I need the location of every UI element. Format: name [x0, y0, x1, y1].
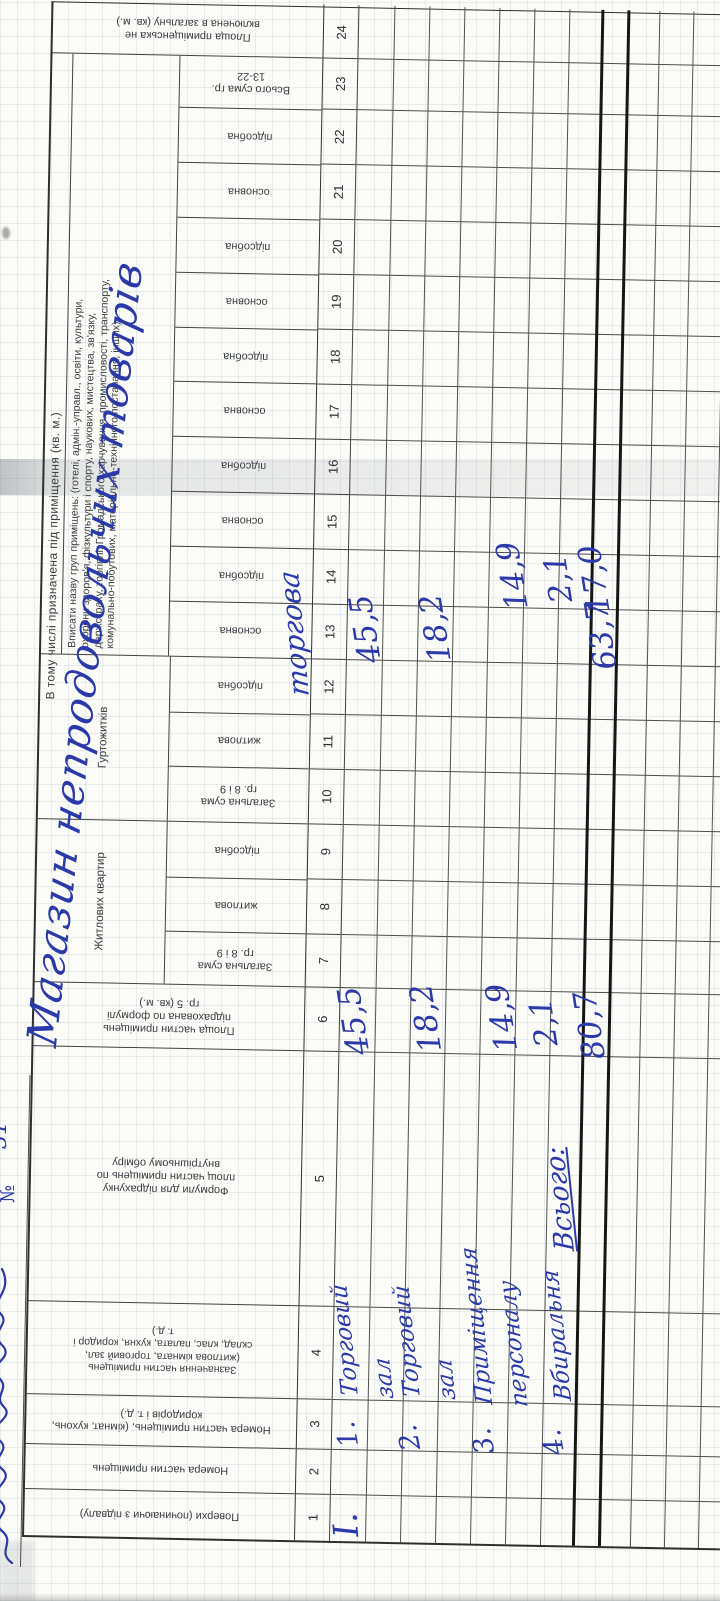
header-col19-caption: основна	[225, 294, 268, 308]
colnum-5: 5	[299, 1050, 339, 1306]
colnum-16: 16	[315, 438, 351, 495]
cut-off-handwriting-icon	[0, 1267, 14, 1565]
header-col9-caption: підсобна	[214, 844, 260, 858]
header-col4: Зазначення частин приміщень (житлова кім…	[26, 1300, 299, 1399]
entry-2-name: Торговий зал	[388, 1284, 461, 1401]
colnum-23: 23	[322, 57, 358, 110]
header-col18: підсобна	[174, 326, 318, 384]
header-col17: основна	[173, 381, 317, 439]
colnum-7: 7	[305, 933, 341, 987]
header-col9: підсобна	[167, 822, 308, 879]
header-col20: підсобна	[176, 216, 320, 275]
colnum-24: 24	[333, 24, 349, 40]
colnum-19: 19	[318, 273, 354, 330]
header-col2-caption: Номера частин приміщень	[92, 1461, 229, 1477]
header-col6-caption: Площа частин приміщень підрахована по фо…	[102, 997, 235, 1037]
handwritten-floor: І.	[325, 1511, 368, 1539]
colnum-8: 8	[306, 878, 342, 935]
header-col15-caption: основна	[221, 514, 264, 528]
header-col1: Поверхи (починаючи з підвалу)	[24, 1488, 295, 1541]
colnum-11: 11	[309, 713, 345, 770]
header-col24: Площа приміщенська не включена в загальн…	[53, 1, 324, 57]
header-col4-caption: Зазначення частин приміщень (житлова кім…	[73, 1325, 253, 1376]
table-body: І. 1. Торговий зал 45,5 45,5 2. Торговий…	[325, 5, 720, 1549]
colnum-20: 20	[319, 218, 355, 275]
header-col21: основна	[177, 161, 321, 220]
margin-number-value: 31	[0, 1121, 12, 1149]
header-col7-caption: Загальна сума гр. 8 і 9	[197, 946, 273, 973]
colnum-13: 13	[311, 603, 347, 660]
header-col6: Площа частин приміщень підрахована по фо…	[33, 981, 305, 1051]
scan-dot	[2, 227, 10, 239]
header-col16: підсобна	[172, 436, 316, 494]
header-col10: Загальна сума гр. 8 і 9	[167, 766, 309, 824]
header-col16-caption: підсобна	[220, 459, 267, 473]
colnum-9: 9	[307, 823, 343, 880]
header-col20-caption: підсобна	[225, 239, 271, 253]
header-col19: основна	[175, 271, 319, 330]
header-col5: Формули для підрахунку площ частин примі…	[28, 1045, 304, 1306]
colnum-2: 2	[295, 1448, 331, 1494]
colnum-14: 14	[312, 548, 349, 605]
header-col17-caption: основна	[223, 404, 266, 418]
header-col7: Загальна сума гр. 8 і 9	[164, 930, 306, 987]
header-col11: житлова	[168, 711, 310, 769]
header-col22-caption: підсобна	[227, 130, 273, 143]
explication-table: Поверхи (починаючи з підвалу) Номера час…	[18, 0, 720, 1551]
header-col3: Номера частин приміщень, (кімнат, кухонь…	[25, 1393, 297, 1449]
colnum-21: 21	[320, 163, 356, 220]
scan-edge-shadow	[0, 1593, 720, 1601]
header-col23-caption: Всього сума гр. 13-22	[211, 70, 291, 97]
colnum-22: 22	[321, 108, 357, 165]
entry-4-area: 2,1	[522, 995, 566, 1050]
header-col1-caption: Поверхи (починаючи з підвалу)	[79, 1507, 240, 1523]
colnum-15: 15	[314, 493, 350, 550]
header-col2: Номера частин приміщень	[24, 1443, 296, 1494]
header-col22: підсобна	[178, 106, 322, 165]
header-col5-caption: Формули для підрахунку площ частин примі…	[96, 1156, 236, 1197]
colnum-12: 12	[310, 658, 346, 715]
header-col3-caption: Номера частин приміщень, (кімнат, кухонь…	[51, 1408, 271, 1437]
header-col21-caption: основна	[227, 184, 270, 198]
header-col8: житлова	[165, 876, 307, 934]
header-col24-caption: Площа приміщенська не включена в загальн…	[116, 16, 261, 44]
header-col23: Всього сума гр. 13-22	[179, 56, 322, 110]
header-col18-caption: підсобна	[223, 349, 269, 363]
colnum-18: 18	[317, 328, 353, 385]
margin-number-sign: №	[0, 1185, 19, 1203]
colnum-10: 10	[308, 768, 344, 825]
colnum-17: 17	[316, 383, 352, 440]
colnum-3: 3	[296, 1398, 332, 1449]
header-col15: основна	[171, 490, 315, 549]
header-col8-caption: житлова	[214, 899, 258, 913]
header-col10-caption: Загальна сума гр. 8 і 9	[200, 782, 276, 809]
header-col11-caption: житлова	[217, 734, 261, 748]
